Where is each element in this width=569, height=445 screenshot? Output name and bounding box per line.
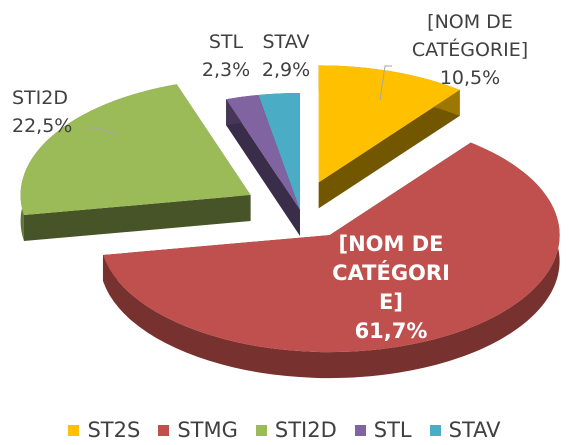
legend-item: STL — [354, 418, 412, 442]
label-name: [NOM DE CATÉGORIE] — [332, 232, 450, 314]
slice — [318, 65, 460, 183]
legend-swatch — [429, 424, 441, 436]
legend-item: STAV — [429, 418, 501, 442]
data-label: STI2D 22,5% — [12, 84, 92, 140]
slice — [318, 65, 460, 209]
slice-wall — [318, 89, 460, 209]
pie-group — [20, 65, 560, 379]
slice — [20, 84, 251, 216]
legend-item: STI2D — [255, 418, 337, 442]
slice — [226, 94, 300, 210]
leader-line — [88, 127, 121, 137]
legend-label: STMG — [177, 418, 238, 442]
slice — [102, 142, 560, 353]
data-label: STL 2,3% — [198, 28, 254, 84]
leader-line — [379, 65, 392, 101]
legend-swatch — [158, 424, 170, 436]
label-value: 10,5% — [439, 67, 501, 89]
label-value: 22,5% — [12, 115, 73, 137]
label-name: STL — [208, 31, 244, 53]
legend-swatch — [68, 424, 80, 436]
legend-label: ST2S — [87, 418, 141, 442]
slice-wall — [226, 99, 300, 236]
legend-item: STMG — [158, 418, 238, 442]
label-value: 2,9% — [261, 59, 311, 81]
slice — [226, 94, 300, 236]
data-label: [NOM DE CATÉGORIE] 61,7% — [328, 230, 454, 346]
slice-wall — [23, 195, 251, 242]
legend-label: STI2D — [274, 418, 337, 442]
legend-swatch — [255, 424, 267, 436]
data-label: STAV 2,9% — [254, 28, 318, 84]
slice — [258, 93, 300, 210]
legend-swatch — [354, 424, 366, 436]
slice — [20, 84, 251, 242]
legend-label: STAV — [448, 418, 501, 442]
label-value: 61,7% — [354, 319, 428, 343]
legend-label: STL — [373, 418, 412, 442]
data-label: [NOM DE CATÉGORIE] 10,5% — [395, 8, 545, 92]
label-name: STI2D — [12, 87, 68, 109]
label-name: [NOM DE CATÉGORIE] — [411, 11, 529, 61]
slice — [102, 142, 560, 379]
legend: ST2S STMG STI2D STL STAV — [0, 418, 569, 442]
legend-item: ST2S — [68, 418, 140, 442]
label-name: STAV — [262, 31, 310, 53]
label-value: 2,3% — [201, 59, 251, 81]
